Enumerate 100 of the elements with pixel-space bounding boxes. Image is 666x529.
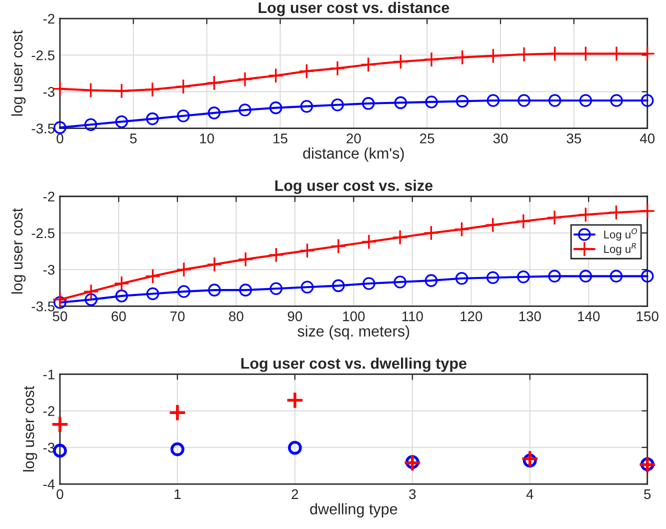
point — [362, 277, 376, 290]
x-tick-label: 1 — [174, 489, 181, 499]
point — [454, 50, 470, 66]
x-tick-label: 0 — [56, 489, 64, 500]
y-axis-title: log user cost — [11, 30, 26, 116]
point — [394, 96, 408, 110]
x-tick-label: 80 — [229, 311, 244, 322]
point — [168, 404, 186, 422]
point — [300, 100, 314, 113]
point — [237, 71, 253, 88]
chart-title: Log user cost vs. size — [275, 180, 433, 194]
point — [270, 282, 282, 295]
y-axis-title: log user cost — [22, 386, 38, 472]
x-axis-title: distance (km's) — [303, 148, 404, 162]
y-tick-label: -2 — [43, 192, 54, 202]
x-tick-label: 20 — [346, 134, 361, 144]
point — [144, 268, 161, 284]
y-tick-label: -3.5 — [32, 302, 54, 312]
point — [610, 270, 623, 283]
y-tick-label: -2.5 — [32, 50, 54, 60]
point — [516, 46, 532, 62]
point — [579, 94, 592, 107]
point — [115, 115, 128, 128]
point — [299, 242, 316, 258]
point — [640, 203, 656, 219]
point — [392, 230, 408, 246]
x-tick-label: 100 — [343, 311, 365, 322]
point — [332, 279, 345, 292]
point — [331, 98, 344, 112]
point — [546, 210, 562, 226]
point — [579, 270, 592, 283]
point — [547, 46, 563, 62]
point — [486, 94, 500, 107]
point — [361, 234, 377, 250]
point — [176, 109, 190, 122]
point — [608, 204, 624, 220]
point — [640, 270, 654, 283]
point — [455, 272, 468, 285]
point — [548, 94, 562, 107]
point — [578, 206, 594, 222]
point — [517, 270, 530, 284]
point — [114, 83, 130, 99]
point — [520, 450, 539, 468]
x-tick-label: 4 — [526, 489, 534, 499]
point — [392, 54, 408, 70]
x-axis-title: dwelling type — [310, 503, 398, 518]
point — [84, 293, 98, 306]
point — [518, 94, 530, 107]
point — [176, 262, 192, 278]
x-tick-label: 70 — [170, 311, 185, 322]
point — [288, 440, 302, 455]
x-tick-label: 110 — [402, 311, 423, 322]
legend-label: Log u$^{R}$ — [604, 242, 636, 256]
point — [640, 94, 654, 107]
y-tick-label: -2.5 — [32, 228, 54, 238]
point — [170, 442, 184, 456]
point — [423, 225, 439, 241]
point — [424, 274, 438, 287]
x-tick-label: 120 — [460, 311, 482, 322]
y-tick-label: -2 — [43, 406, 54, 416]
point — [54, 121, 66, 134]
point — [578, 46, 594, 62]
x-tick-label: 130 — [519, 311, 541, 322]
point — [485, 48, 501, 64]
x-tick-label: 15 — [274, 134, 288, 144]
point — [640, 46, 656, 62]
y-tick-label: -1 — [43, 370, 54, 380]
point — [83, 82, 99, 98]
point — [330, 238, 346, 254]
point — [286, 391, 304, 410]
x-tick-label: 150 — [636, 311, 658, 322]
point — [208, 284, 221, 296]
point — [424, 52, 440, 68]
y-tick-label: -2 — [43, 14, 54, 24]
point — [144, 82, 160, 98]
point — [52, 444, 67, 458]
x-tick-label: 2 — [292, 489, 298, 499]
point — [114, 276, 130, 292]
chart-title: Log user cost vs. dwelling type — [241, 358, 466, 372]
point — [298, 63, 314, 79]
x-tick-label: 5 — [644, 489, 651, 500]
x-tick-label: 40 — [640, 134, 655, 144]
x-tick-label: 35 — [566, 134, 582, 144]
point — [176, 78, 192, 94]
point — [608, 46, 624, 62]
x-tick-label: 3 — [409, 489, 416, 500]
y-axis-title: log user cost — [11, 208, 26, 294]
x-tick-label: 30 — [493, 134, 508, 144]
point — [84, 118, 98, 132]
point — [456, 94, 469, 108]
y-tick-label: -3.5 — [32, 124, 54, 134]
point — [146, 287, 160, 300]
x-tick-label: 50 — [52, 311, 68, 322]
point — [238, 104, 252, 116]
point — [330, 60, 346, 76]
point — [548, 270, 561, 283]
point — [268, 68, 284, 84]
x-tick-label: 60 — [112, 311, 126, 322]
x-tick-label: 90 — [288, 311, 302, 322]
point — [115, 290, 128, 302]
